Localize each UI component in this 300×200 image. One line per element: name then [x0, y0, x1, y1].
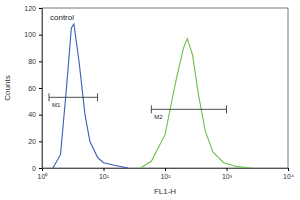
x-tick-label: 10³: [222, 173, 233, 180]
x-tick: 10⁴: [283, 168, 294, 180]
marks: [49, 24, 251, 168]
x-tick: 10⁰: [38, 168, 49, 180]
chart: 10⁰ 10¹ 10² 10³ 10⁴ 0 20 40 60 80 100 120 M1 M2 contro…: [0, 0, 300, 200]
gate-end: [151, 105, 152, 113]
y-axis-title: Counts: [3, 75, 12, 100]
x-axis-line: [43, 169, 289, 172]
x-tick: 10¹: [99, 168, 110, 180]
y-tick-mark: [39, 141, 42, 142]
x-axis-title: FL1-H: [154, 187, 176, 196]
y-tick-mark: [39, 115, 42, 116]
y-tick-mark: [39, 35, 42, 36]
series-label: control: [50, 13, 74, 22]
y-tick-label: 80: [28, 58, 36, 65]
y-tick-mark: [39, 168, 42, 169]
x-tick: 10²: [160, 168, 171, 180]
y-tick: 0: [32, 165, 42, 172]
y-axis-line: [39, 9, 43, 169]
gate: [151, 105, 226, 113]
x-tick-label: 10²: [160, 173, 171, 180]
gate-bar: [151, 109, 226, 110]
y-tick-label: 120: [24, 5, 36, 12]
y-tick-label: 60: [28, 85, 36, 92]
y-tick: 20: [28, 138, 42, 145]
y-tick: 40: [28, 111, 42, 118]
x-tick: 10³: [222, 168, 233, 180]
y-tick-label: 40: [28, 111, 36, 118]
y-tick-mark: [39, 61, 42, 62]
y-tick-label: 0: [32, 165, 36, 172]
gate: [49, 93, 98, 101]
plot-frame: [42, 8, 288, 168]
x-tick-label: 10¹: [99, 173, 110, 180]
gate-end: [49, 93, 50, 101]
y-axis: 0 20 40 60 80 100 120: [24, 5, 42, 172]
x-tick-mark: [104, 168, 105, 171]
gate-bar: [49, 97, 98, 98]
y-tick: 60: [28, 85, 42, 92]
x-tick-label: 10⁰: [38, 173, 49, 180]
x-tick-mark: [165, 168, 166, 171]
gate-label: M2: [154, 114, 163, 120]
y-tick: 80: [28, 58, 42, 65]
histogram-curve: [53, 24, 128, 168]
y-tick-label: 100: [24, 31, 36, 38]
x-tick-mark: [227, 168, 228, 171]
gate-end: [226, 105, 227, 113]
gate-label: M1: [52, 102, 61, 108]
x-tick-label: 10⁴: [283, 173, 294, 180]
plot: 10⁰ 10¹ 10² 10³ 10⁴ 0 20 40 60 80 100 120 M1 M2 contro…: [24, 5, 294, 180]
y-tick: 100: [24, 31, 42, 38]
histogram-curve: [141, 39, 251, 168]
y-tick-label: 20: [28, 138, 36, 145]
x-tick-mark: [288, 168, 289, 171]
y-tick: 120: [24, 5, 42, 12]
y-tick-mark: [39, 88, 42, 89]
y-tick-mark: [39, 8, 42, 9]
gate-end: [97, 93, 98, 101]
x-axis: 10⁰ 10¹ 10² 10³ 10⁴: [38, 168, 294, 180]
